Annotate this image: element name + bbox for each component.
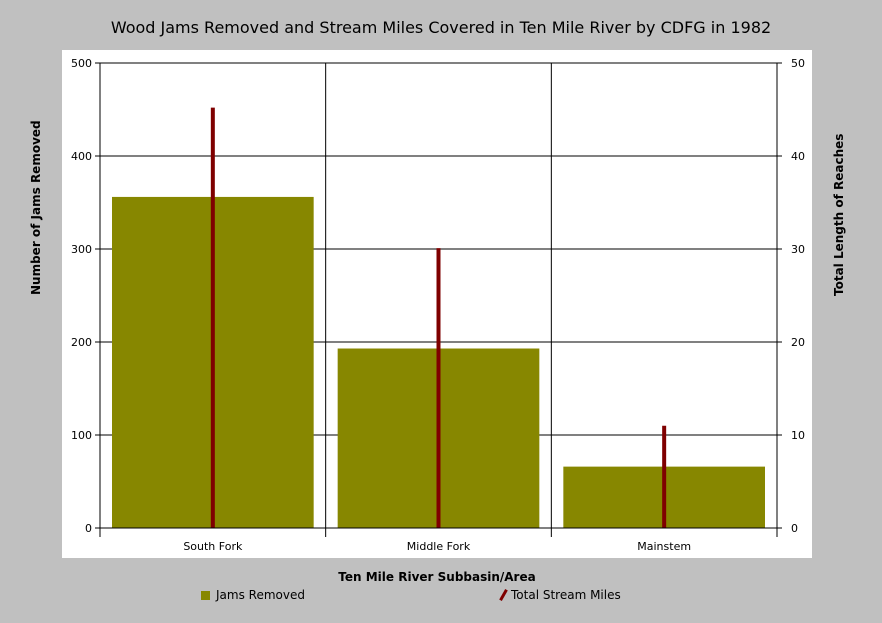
y-left-tick-label: 0 bbox=[85, 522, 92, 535]
y-right-tick-label: 20 bbox=[791, 336, 805, 349]
x-axis-label: Ten Mile River Subbasin/Area bbox=[338, 570, 536, 584]
y-left-tick-label: 200 bbox=[71, 336, 92, 349]
y-axis-right-label: Total Length of Reaches bbox=[832, 133, 846, 296]
legend-item-total-stream-miles: Total Stream Miles bbox=[499, 588, 621, 602]
y-right-tick-label: 40 bbox=[791, 150, 805, 163]
x-tick-label: South Fork bbox=[183, 540, 243, 553]
x-tick-label: Mainstem bbox=[637, 540, 691, 553]
legend-label: Jams Removed bbox=[216, 588, 305, 602]
legend-swatch-bar bbox=[201, 590, 210, 600]
y-left-tick-label: 300 bbox=[71, 243, 92, 256]
y-right-tick-label: 0 bbox=[791, 522, 798, 535]
y-right-tick-label: 30 bbox=[791, 243, 805, 256]
y-axis-left-label: Number of Jams Removed bbox=[29, 120, 43, 295]
legend-label: Total Stream Miles bbox=[511, 588, 621, 602]
x-tick-label: Middle Fork bbox=[407, 540, 471, 553]
chart-title: Wood Jams Removed and Stream Miles Cover… bbox=[110, 18, 772, 37]
y-left-tick-label: 100 bbox=[71, 429, 92, 442]
y-left-tick-label: 500 bbox=[71, 57, 92, 70]
y-right-tick-label: 50 bbox=[791, 57, 805, 70]
legend-item-jams-removed: Jams Removed bbox=[201, 588, 305, 602]
y-left-tick-label: 400 bbox=[71, 150, 92, 163]
y-right-tick-label: 10 bbox=[791, 429, 805, 442]
